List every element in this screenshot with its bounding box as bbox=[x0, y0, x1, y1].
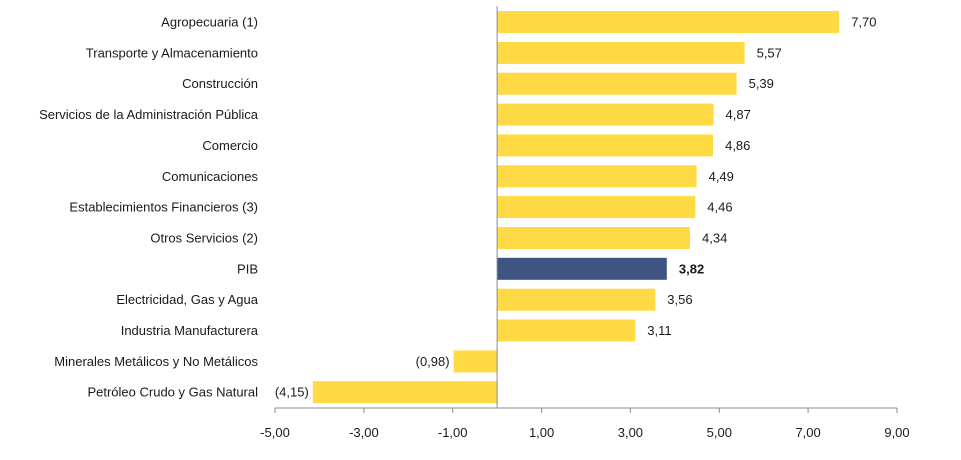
data-label: 4,87 bbox=[726, 107, 751, 122]
category-label: PIB bbox=[237, 261, 258, 276]
category-label: Industria Manufacturera bbox=[121, 323, 259, 338]
bar bbox=[497, 72, 737, 95]
x-tick-label: 3,00 bbox=[618, 425, 643, 440]
category-label: Minerales Metálicos y No Metálicos bbox=[54, 354, 258, 369]
data-label: 4,34 bbox=[702, 231, 727, 246]
x-tick-label: 7,00 bbox=[795, 425, 820, 440]
data-label: 5,39 bbox=[749, 76, 774, 91]
data-label: 3,56 bbox=[667, 292, 692, 307]
bar bbox=[497, 288, 656, 311]
x-tick-label: 9,00 bbox=[884, 425, 909, 440]
data-label: 4,86 bbox=[725, 138, 750, 153]
category-label: Agropecuaria (1) bbox=[161, 15, 258, 30]
x-tick-label: 1,00 bbox=[529, 425, 554, 440]
x-tick-label: -3,00 bbox=[349, 425, 379, 440]
category-label: Otros Servicios (2) bbox=[150, 231, 258, 246]
bar bbox=[497, 196, 696, 219]
data-label: 4,49 bbox=[709, 169, 734, 184]
bar bbox=[497, 41, 745, 64]
category-label: Electricidad, Gas y Agua bbox=[116, 292, 258, 307]
bar bbox=[497, 11, 840, 33]
data-label: 4,46 bbox=[707, 200, 732, 215]
bar bbox=[312, 381, 498, 404]
category-label: Comunicaciones bbox=[162, 169, 259, 184]
data-label: 3,11 bbox=[647, 323, 671, 338]
data-label: 5,57 bbox=[757, 45, 782, 60]
bar bbox=[497, 165, 697, 188]
bar bbox=[497, 103, 714, 126]
x-tick-label: -1,00 bbox=[438, 425, 468, 440]
category-label: Petróleo Crudo y Gas Natural bbox=[87, 385, 258, 400]
category-label: Transporte y Almacenamiento bbox=[86, 45, 258, 60]
bar bbox=[497, 257, 667, 280]
x-tick-label: -5,00 bbox=[260, 425, 290, 440]
category-label: Comercio bbox=[202, 138, 258, 153]
category-label: Construcción bbox=[182, 76, 258, 91]
data-label: 7,70 bbox=[851, 15, 876, 30]
bar bbox=[497, 319, 636, 342]
data-label: (0,98) bbox=[416, 354, 450, 369]
category-label: Servicios de la Administración Pública bbox=[39, 107, 259, 122]
data-label: (4,15) bbox=[275, 385, 309, 400]
bar bbox=[497, 134, 713, 157]
bar bbox=[453, 350, 498, 373]
bar bbox=[497, 227, 690, 249]
category-label: Establecimientos Financieros (3) bbox=[69, 200, 258, 215]
data-label: 3,82 bbox=[679, 261, 704, 276]
x-tick-label: 5,00 bbox=[707, 425, 732, 440]
